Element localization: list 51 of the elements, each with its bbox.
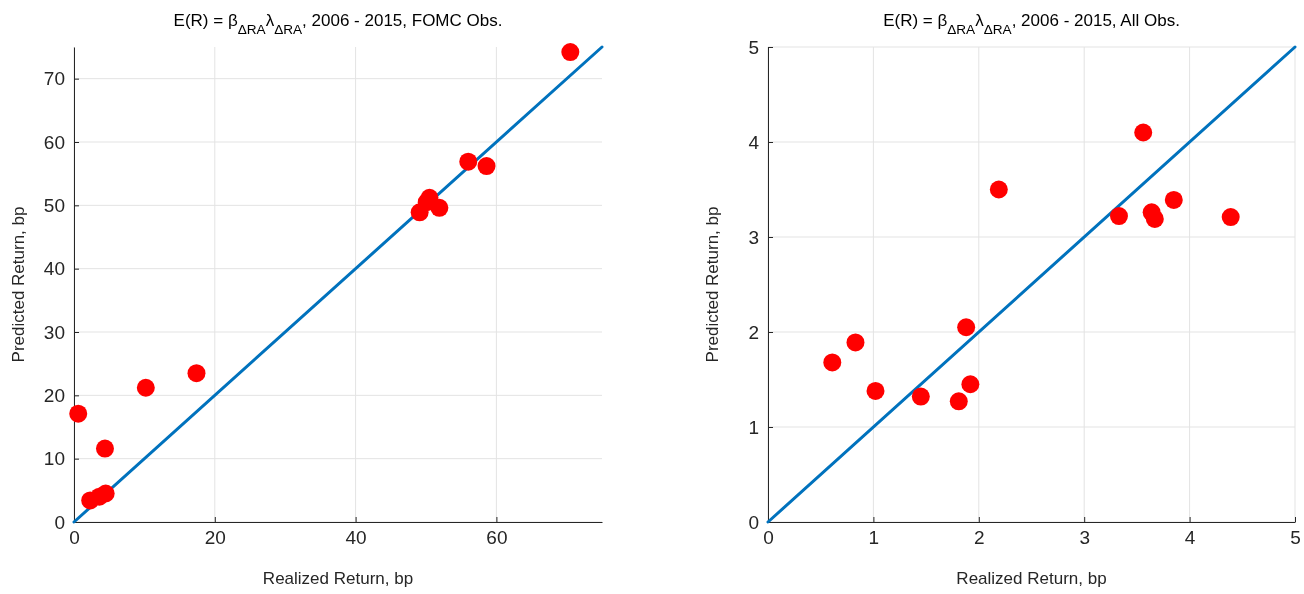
y-tick-label: 5 <box>748 36 759 58</box>
x-tick-label: 0 <box>69 527 80 549</box>
point <box>911 387 930 406</box>
y-tick-label: 1 <box>748 416 759 438</box>
point <box>957 318 976 337</box>
x-tick-label: 3 <box>1079 527 1090 549</box>
point <box>561 43 580 62</box>
y-tick-label: 20 <box>43 384 65 406</box>
point <box>989 180 1008 199</box>
y-tick-label: 10 <box>43 448 65 470</box>
point <box>459 152 478 171</box>
point <box>69 404 88 423</box>
y-tick-label: 2 <box>748 321 759 343</box>
x-axis-title: Realized Return, bp <box>262 569 414 588</box>
point <box>823 353 842 372</box>
x-tick-label: 40 <box>345 527 367 549</box>
point <box>430 198 449 217</box>
y-tick-label: 60 <box>43 131 65 153</box>
y-tick-label: 30 <box>43 321 65 343</box>
y-tick-label: 50 <box>43 194 65 216</box>
y-axis-title: Predicted Return, bp <box>703 206 722 363</box>
point <box>949 392 968 411</box>
x-tick-label: 60 <box>486 527 508 549</box>
x-axis-title: Realized Return, bp <box>956 569 1107 588</box>
x-tick-label: 1 <box>868 527 880 549</box>
point <box>477 157 496 176</box>
x-tick-label: 0 <box>763 527 774 549</box>
x-tick-label: 5 <box>1290 527 1301 549</box>
point <box>1221 208 1240 227</box>
point <box>846 333 865 352</box>
y-tick-label: 4 <box>748 131 760 153</box>
point <box>187 364 206 383</box>
point <box>1164 190 1183 209</box>
point <box>1109 207 1128 226</box>
y-tick-label: 0 <box>54 511 65 533</box>
y-axis-title: Predicted Return, bp <box>9 206 28 363</box>
chart-title: E(R) = β$_{ΔRA}$λ$_{ΔRA}$, 2006 - 2015, All Obs. <box>883 11 1180 37</box>
point <box>96 484 115 503</box>
point <box>136 378 155 397</box>
y-tick-label: 0 <box>748 511 759 533</box>
point <box>95 439 114 458</box>
y-tick-label: 40 <box>43 258 65 280</box>
x-tick-label: 20 <box>204 527 226 549</box>
point <box>961 375 980 394</box>
point <box>866 381 885 400</box>
x-tick-label: 2 <box>974 527 985 549</box>
chart-title: E(R) = β$_{ΔRA}$λ$_{ΔRA}$, 2006 - 2015, FOMC Obs. <box>173 11 503 37</box>
x-tick-label: 4 <box>1184 527 1196 549</box>
point <box>1134 123 1153 142</box>
y-tick-label: 3 <box>748 226 759 248</box>
y-tick-label: 70 <box>43 68 65 90</box>
